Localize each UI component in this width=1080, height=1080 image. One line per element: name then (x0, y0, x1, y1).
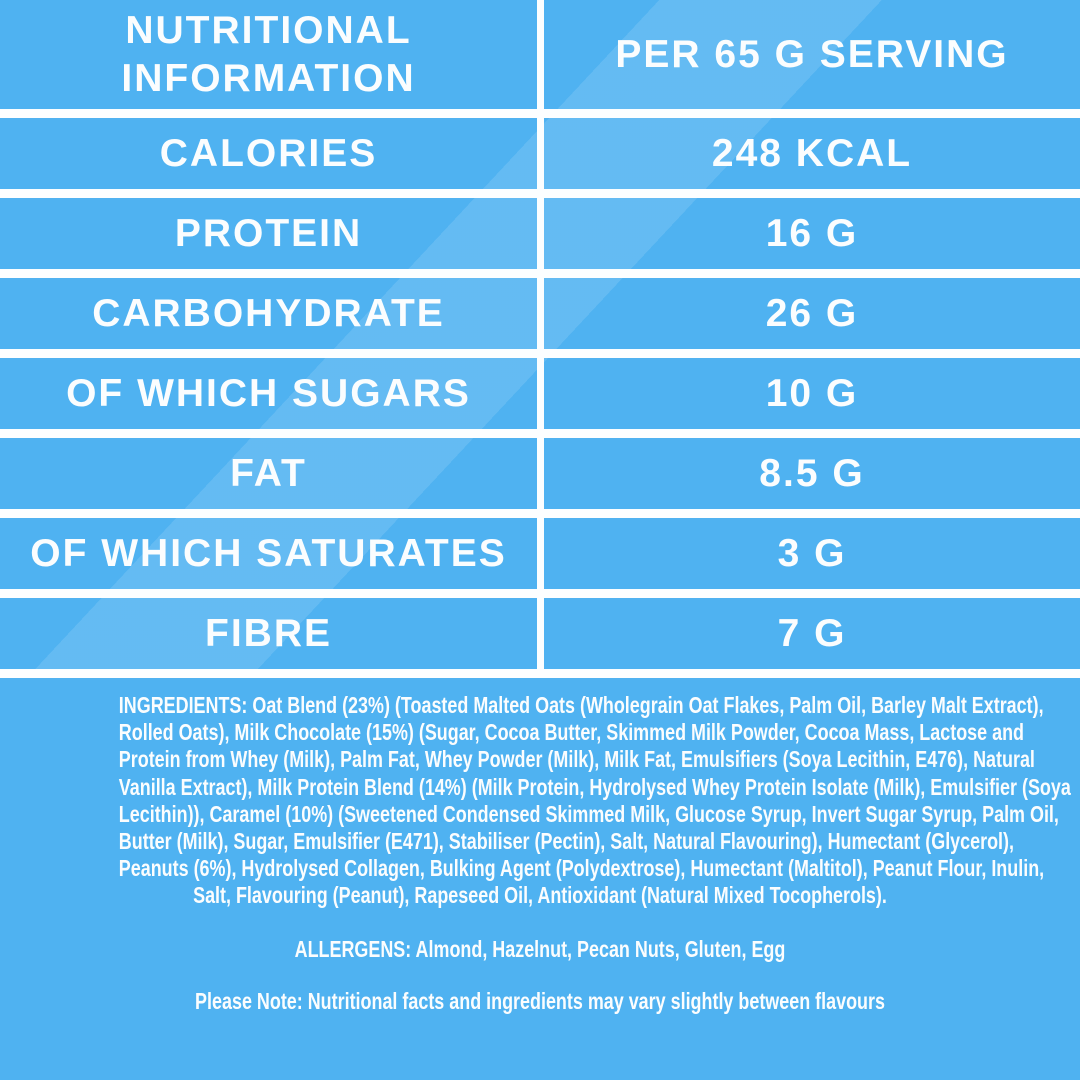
table-row-fibre: FIBRE 7 G (0, 598, 1080, 669)
row-value: 16 G (765, 212, 859, 255)
header-label-cell: NUTRITIONAL INFORMATION (0, 0, 537, 109)
note-line: Please Note: Nutritional facts and ingre… (195, 987, 885, 1014)
table-header-row: NUTRITIONAL INFORMATION PER 65 G SERVING (0, 0, 1080, 109)
row-divider (0, 509, 1080, 518)
row-label: PROTEIN (174, 212, 363, 255)
column-divider (537, 518, 544, 589)
row-value: 26 G (765, 292, 859, 335)
ingredients-line: Butter (Milk), Sugar, Emulsifier (E471),… (118, 828, 1014, 855)
row-label: OF WHICH SUGARS (66, 372, 471, 415)
column-divider (537, 118, 544, 189)
ingredients-line: Salt, Flavouring (Peanut), Rapeseed Oil,… (193, 882, 887, 909)
row-divider (0, 669, 1080, 678)
table-row-carbohydrate: CARBOHYDRATE 26 G (0, 278, 1080, 349)
row-label: OF WHICH SATURATES (30, 532, 507, 575)
ingredients-line: Protein from Whey (Milk), Palm Fat, Whey… (118, 746, 1035, 773)
row-divider (0, 189, 1080, 198)
row-label: FAT (230, 452, 307, 495)
table-row-sugars: OF WHICH SUGARS 10 G (0, 358, 1080, 429)
column-divider (537, 0, 544, 109)
ingredients-line: Peanuts (6%), Hydrolysed Collagen, Bulki… (118, 855, 1045, 882)
table-title: NUTRITIONAL INFORMATION (121, 8, 416, 100)
row-divider (0, 269, 1080, 278)
table-row-calories: CALORIES 248 KCAL (0, 118, 1080, 189)
row-label: CARBOHYDRATE (92, 292, 445, 335)
table-row-fat: FAT 8.5 G (0, 438, 1080, 509)
ingredients-line: INGREDIENTS: Oat Blend (23%) (Toasted Ma… (118, 692, 1044, 718)
row-divider (0, 429, 1080, 438)
ingredients-paragraph: INGREDIENTS: Oat Blend (23%) (Toasted Ma… (0, 692, 1080, 910)
column-divider (537, 278, 544, 349)
column-divider (537, 598, 544, 669)
table-row-protein: PROTEIN 16 G (0, 198, 1080, 269)
serving-size-title: PER 65 G SERVING (615, 33, 1009, 76)
allergens-line: ALLERGENS: Almond, Hazelnut, Pecan Nuts,… (294, 935, 786, 962)
column-divider (537, 198, 544, 269)
ingredients-line: Lecithin)), Caramel (10%) (Sweetened Con… (118, 800, 1059, 827)
row-label: FIBRE (205, 612, 332, 655)
row-value: 7 G (777, 612, 847, 655)
row-value: 3 G (777, 532, 847, 575)
row-value: 10 G (765, 372, 859, 415)
row-value: 8.5 G (759, 452, 865, 495)
column-divider (537, 358, 544, 429)
ingredients-line: Vanilla Extract), Milk Protein Blend (14… (118, 773, 1071, 800)
row-divider (0, 109, 1080, 118)
ingredients-line: Rolled Oats), Milk Chocolate (15%) (Suga… (118, 719, 1025, 746)
nutrition-table: NUTRITIONAL INFORMATION PER 65 G SERVING… (0, 0, 1080, 678)
row-divider (0, 589, 1080, 598)
column-divider (537, 438, 544, 509)
row-divider (0, 349, 1080, 358)
table-row-saturates: OF WHICH SATURATES 3 G (0, 518, 1080, 589)
header-value-cell: PER 65 G SERVING (544, 0, 1080, 109)
ingredients-section: INGREDIENTS: Oat Blend (23%) (Toasted Ma… (0, 678, 1080, 1015)
row-label: CALORIES (159, 132, 378, 175)
row-value: 248 KCAL (711, 132, 913, 175)
